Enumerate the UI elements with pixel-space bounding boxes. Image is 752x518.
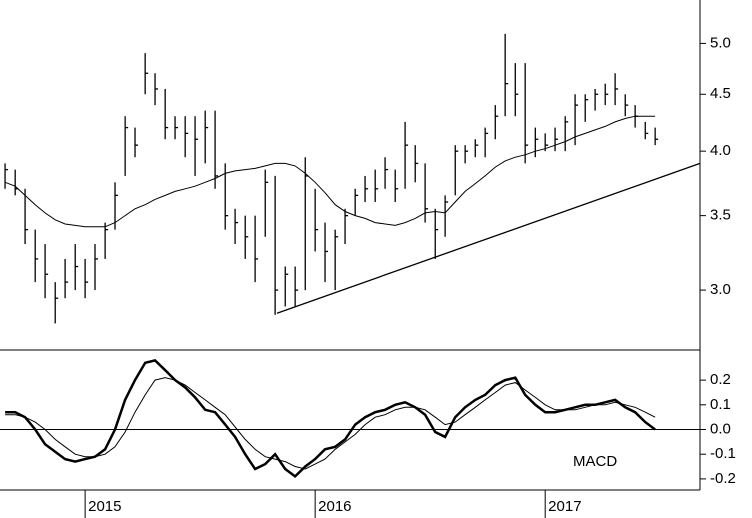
x-tick-label: 2016: [318, 498, 351, 515]
macd-label: MACD: [573, 453, 617, 470]
moving-average: [4, 115, 656, 228]
y-tick-label: 0.0: [710, 420, 731, 437]
y-tick-label: 4.0: [710, 142, 731, 159]
trendline: [276, 162, 701, 314]
y-tick-label: 3.0: [710, 281, 731, 298]
y-tick-label: 5.0: [710, 34, 731, 51]
y-tick-label: 0.1: [710, 396, 731, 413]
x-tick-label: 2015: [88, 498, 121, 515]
y-tick-label: 3.5: [710, 207, 731, 224]
macd-line: [5, 377, 656, 470]
x-tick-label: 2017: [548, 498, 581, 515]
y-tick-label: -0.1: [710, 445, 736, 462]
y-tick-label: 4.5: [710, 85, 731, 102]
y-tick-label: 0.2: [710, 371, 731, 388]
y-tick-label: -0.2: [710, 470, 736, 487]
macd-line: [5, 359, 656, 479]
